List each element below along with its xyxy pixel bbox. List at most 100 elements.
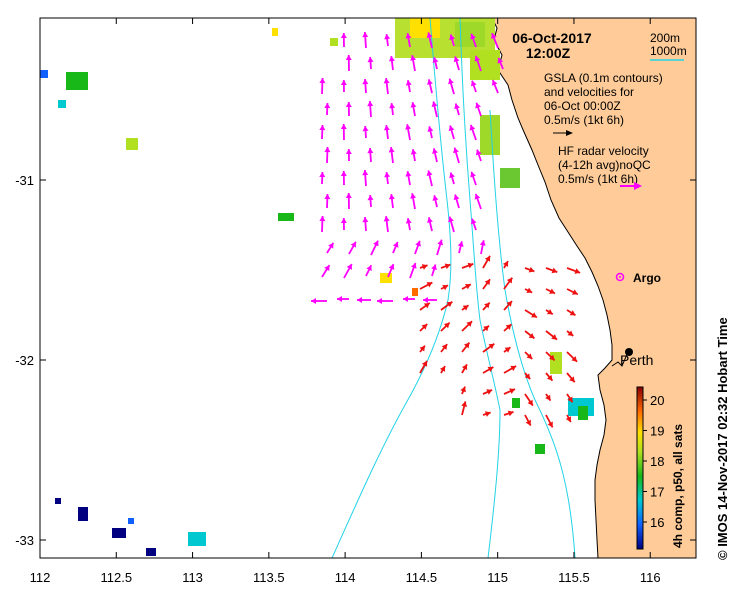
hf-arrow bbox=[367, 194, 374, 208]
gsla-arrow bbox=[482, 278, 491, 290]
x-tick-label: 114.5 bbox=[406, 570, 438, 585]
hf-arrow bbox=[469, 124, 477, 141]
hf-arrow bbox=[427, 126, 434, 139]
gsla-arrow bbox=[545, 288, 556, 295]
hf-arrow bbox=[337, 296, 349, 302]
gsla-arrow bbox=[545, 372, 554, 382]
gsla-arrow bbox=[482, 389, 493, 395]
x-tick-label: 115 bbox=[487, 570, 508, 585]
hf-arrow bbox=[365, 264, 373, 277]
gsla-arrow bbox=[545, 267, 558, 274]
hf-arrow bbox=[340, 170, 347, 186]
hf-arrow bbox=[405, 218, 412, 231]
hf-arrow bbox=[384, 171, 391, 185]
gsla-arrow bbox=[524, 414, 532, 427]
hf-arrow bbox=[340, 79, 347, 93]
hf-arrow bbox=[457, 241, 464, 254]
gsla-arrow bbox=[545, 330, 558, 341]
hf-arrow bbox=[377, 298, 393, 304]
hf-arrow bbox=[403, 296, 415, 302]
hf-arrow bbox=[410, 149, 417, 162]
hf-arrow bbox=[431, 264, 437, 277]
hf-arrow bbox=[427, 79, 433, 94]
gsla-arrow bbox=[503, 277, 513, 290]
y-axis: -31 -32 -33 bbox=[15, 173, 696, 548]
time-label: 12:00Z bbox=[526, 45, 571, 61]
hf-arrow bbox=[448, 216, 455, 233]
gsla-arrow bbox=[461, 341, 471, 353]
hf-arrow bbox=[362, 78, 369, 94]
hf-arrow bbox=[453, 56, 460, 71]
gsla-arrow bbox=[461, 304, 470, 311]
hf-arrow bbox=[410, 193, 417, 210]
gsla-arrow bbox=[566, 267, 581, 274]
gsla-arrow bbox=[439, 365, 446, 374]
hf-arrow bbox=[409, 262, 417, 279]
hf-arrow bbox=[362, 216, 369, 232]
gsla-arrow bbox=[524, 287, 533, 294]
hf-arrow bbox=[383, 124, 390, 140]
gsla-arrow bbox=[460, 386, 466, 395]
gsla-legend-line-3: 06-Oct 00:00Z bbox=[544, 99, 621, 113]
gsla-legend-line-2: and velocities for bbox=[544, 85, 634, 99]
gsla-arrow bbox=[461, 401, 468, 416]
hf-arrow bbox=[436, 239, 444, 256]
colorbar-tick-label: 19 bbox=[650, 424, 664, 439]
colorbar-tick-label: 20 bbox=[650, 393, 664, 408]
gsla-arrow bbox=[482, 343, 495, 353]
hf-arrow bbox=[491, 32, 499, 49]
gsla-arrow bbox=[502, 260, 509, 269]
hf-arrow bbox=[475, 149, 482, 162]
hf-arrow bbox=[432, 195, 439, 208]
gsla-arrow bbox=[461, 320, 473, 332]
hf-arrow bbox=[345, 192, 352, 210]
hf-arrow bbox=[479, 240, 486, 255]
hf-arrow bbox=[474, 55, 482, 72]
perth-label: Perth bbox=[620, 352, 653, 368]
land-mass bbox=[491, 18, 696, 558]
hf-arrow bbox=[319, 77, 326, 95]
hf-arrow bbox=[427, 217, 433, 232]
hf-arrow bbox=[345, 101, 352, 117]
hf-arrow bbox=[475, 102, 482, 117]
hf-legend-arrow bbox=[620, 182, 642, 190]
gsla-arrow bbox=[461, 262, 474, 269]
gsla-arrow bbox=[503, 300, 513, 311]
hf-arrow bbox=[405, 33, 412, 48]
x-tick-label: 113.5 bbox=[253, 570, 285, 585]
hf-arrow bbox=[345, 148, 352, 162]
hf-arrow bbox=[343, 263, 353, 279]
hf-arrow bbox=[321, 264, 331, 278]
gsla-arrow bbox=[503, 323, 513, 332]
gsla-arrow bbox=[440, 301, 453, 311]
gsla-legend-line-4: 0.5m/s (1kt 6h) bbox=[544, 113, 624, 127]
date-label: 06-Oct-2017 bbox=[512, 30, 592, 46]
argo-marker-icon bbox=[615, 272, 625, 282]
hf-arrow bbox=[470, 218, 477, 231]
y-tick-label: -33 bbox=[15, 533, 34, 548]
hf-arrow bbox=[367, 100, 374, 118]
gsla-arrow bbox=[545, 414, 554, 428]
gsla-arrow bbox=[566, 309, 576, 317]
gsla-arrow bbox=[419, 345, 426, 353]
hf-arrow bbox=[388, 147, 395, 164]
hf-arrow bbox=[389, 102, 396, 116]
hf-arrow bbox=[405, 171, 412, 186]
hf-arrow bbox=[362, 169, 369, 187]
gsla-arrow bbox=[440, 284, 449, 291]
contour-legend-200m: 200m bbox=[650, 31, 680, 45]
gsla-arrow bbox=[482, 324, 490, 332]
colorbar-ticks: 16 17 18 19 20 bbox=[643, 393, 664, 530]
gsla-arrow bbox=[545, 351, 556, 361]
hf-arrow bbox=[340, 217, 347, 231]
gsla-arrow bbox=[566, 330, 574, 337]
hf-arrow bbox=[470, 171, 477, 186]
hf-arrow bbox=[324, 146, 331, 164]
hf-arrow bbox=[432, 148, 438, 163]
gsla-velocity-arrows bbox=[419, 255, 581, 428]
gsla-arrow bbox=[461, 283, 472, 290]
x-tick-label: 112 bbox=[30, 570, 51, 585]
hf-arrow bbox=[491, 79, 499, 94]
x-tick-label: 116 bbox=[640, 570, 661, 585]
